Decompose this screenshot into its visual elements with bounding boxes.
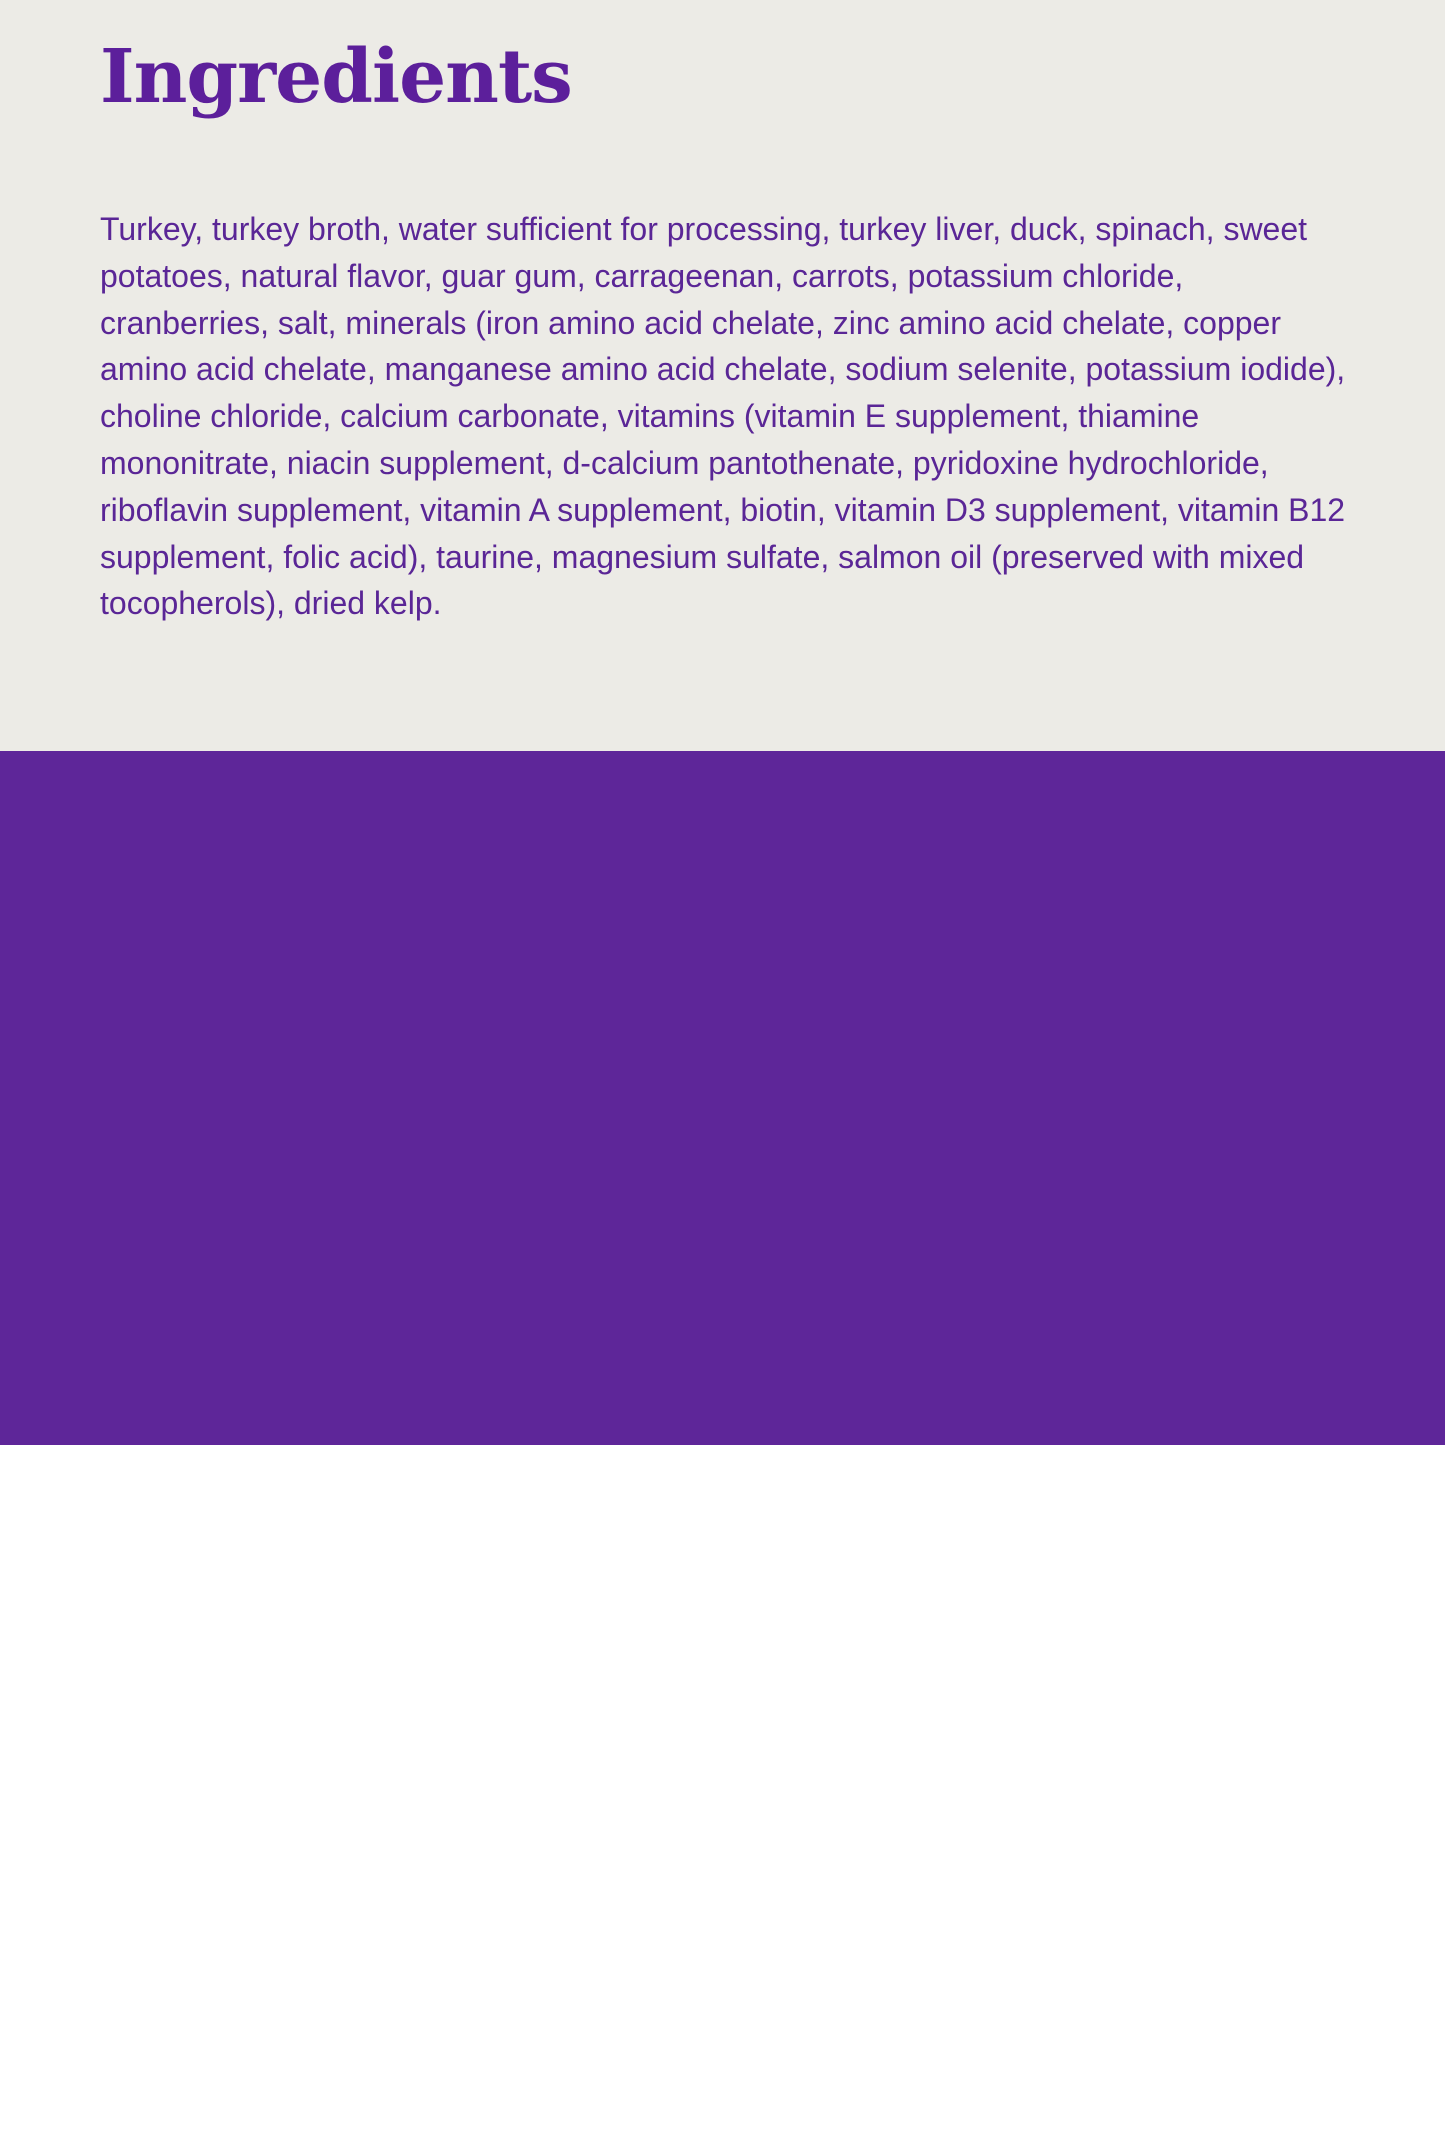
dot-leader <box>154 1909 619 1957</box>
dot-leader <box>314 1717 619 1765</box>
analysis-table: Crude Protein 10.0% (Min.) Crude Fat 6.0% … <box>95 1717 875 2005</box>
row-label: Ash <box>95 1914 154 1952</box>
dot-leader <box>275 1813 619 1861</box>
analysis-title: Guaranteed Analysis <box>100 1557 958 1646</box>
row-value: 78.0% (Max.) <box>635 1866 840 1904</box>
row-label: Crude Protein <box>95 1722 315 1760</box>
row-value: 3.40% (Max.) <box>635 1914 840 1952</box>
analysis-row-protein: Crude Protein 10.0% (Min.) <box>95 1717 875 1765</box>
calorie-heading-line2: (calculated): <box>995 1770 1181 1808</box>
calorie-content: Calorie Content ME (calculated): 1,213 k… <box>995 1717 1292 1923</box>
ingredients-title: Ingredients <box>100 34 573 120</box>
dot-leader <box>207 1957 619 2005</box>
analysis-row-taurine: Taurine 0.05% (Min.) <box>95 1957 875 2005</box>
analysis-row-moisture: Moisture 78.0% (Max.) <box>95 1861 875 1909</box>
calorie-heading-line1: Calorie Content ME <box>995 1722 1292 1760</box>
row-label: Crude Fiber <box>95 1818 275 1856</box>
dot-leader <box>225 1861 619 1909</box>
calorie-per-can: 189 kcal/can 5.5oz <box>995 1880 1290 1918</box>
ingredients-section: Ingredients Turkey, turkey broth, water … <box>0 0 1445 751</box>
row-value: 10.0% (Min.) <box>635 1722 832 1760</box>
row-label: Moisture <box>95 1866 226 1904</box>
calorie-heading: Calorie Content ME (calculated): <box>995 1717 1292 1813</box>
row-value: 0.75% (Max.) <box>635 1818 840 1856</box>
row-value: 6.0% (Min.) <box>635 1770 813 1808</box>
row-value: 0.05% (Min.) <box>635 1962 832 2000</box>
footnote: *Not recognized as an essential nutrient… <box>176 2097 1269 2130</box>
calorie-per-kg: 1,213 kcal/kg <box>995 1832 1205 1870</box>
row-label: Crude Fat <box>95 1770 247 1808</box>
analysis-row-fat: Crude Fat 6.0% (Min.) <box>95 1765 875 1813</box>
analysis-row-fiber: Crude Fiber 0.75% (Max.) <box>95 1813 875 1861</box>
ingredients-list: Turkey, turkey broth, water sufficient f… <box>100 211 1346 622</box>
dot-leader <box>246 1765 619 1813</box>
row-label: Taurine <box>95 1962 207 2000</box>
guaranteed-analysis-section: Guaranteed Analysis Crude Protein 10.0% (… <box>0 751 1445 2130</box>
analysis-row-ash: Ash 3.40% (Max.) <box>95 1909 875 1957</box>
